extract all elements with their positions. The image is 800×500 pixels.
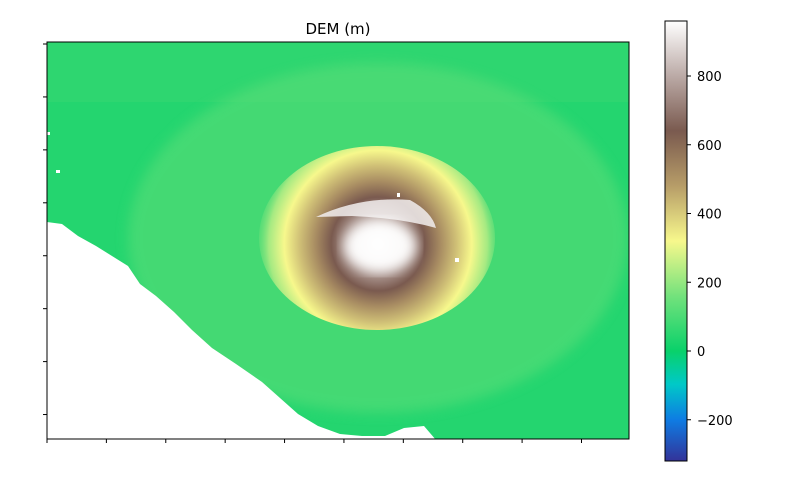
y-axis-ticks (43, 43, 47, 416)
colorbar (664, 20, 688, 462)
plot-frame (46, 41, 630, 440)
x-axis-ticks (46, 439, 582, 443)
colorbar-tick-label: 800 (697, 70, 722, 85)
summit-peak (344, 220, 416, 272)
chart-title: DEM (m) (305, 20, 370, 38)
colorbar-tick-label: −200 (697, 414, 733, 429)
nodata-pixel (397, 193, 400, 197)
nodata-pixel (56, 170, 60, 173)
colorbar-tick-label: 600 (697, 139, 722, 154)
dem-heatmap (47, 42, 629, 439)
nodata-pixel (47, 132, 50, 135)
colorbar-tick-label: 200 (697, 276, 722, 291)
colorbar-tick-label: 400 (697, 208, 722, 223)
ocean-no-data (47, 222, 436, 439)
colorbar-tick-label: 0 (697, 345, 705, 360)
colorbar-ticks: −200 0 200 400 600 800 (687, 70, 733, 429)
summit-ridge (316, 199, 436, 228)
nodata-pixel (455, 258, 459, 262)
